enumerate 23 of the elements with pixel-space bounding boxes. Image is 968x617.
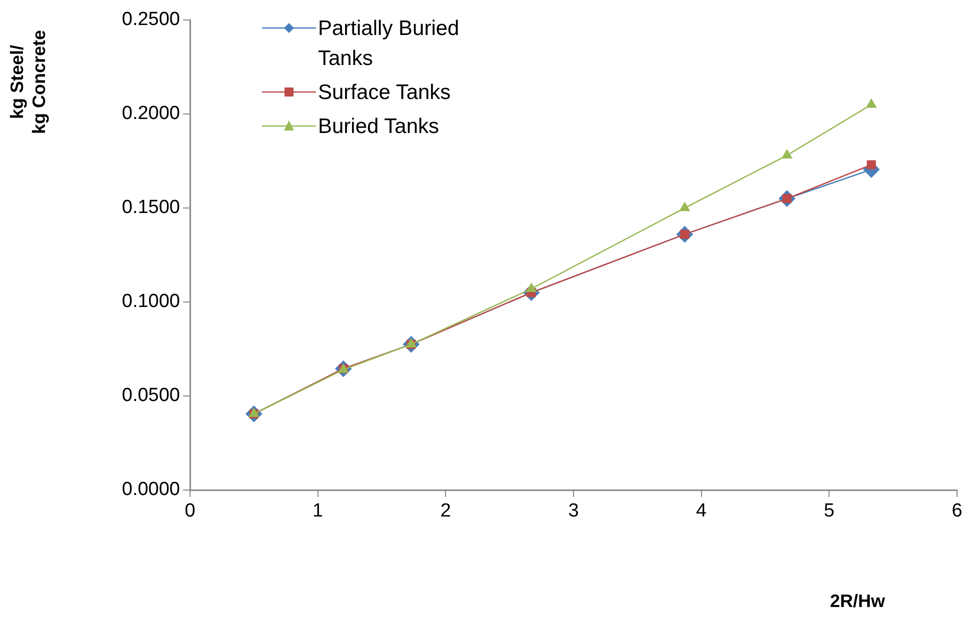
y-tick-label: 0.0500 (122, 385, 180, 406)
x-tick-label: 5 (824, 500, 834, 522)
point (866, 160, 876, 170)
y-tick-label: 0.0000 (122, 479, 180, 500)
y-tick-label: 0.1000 (122, 291, 180, 312)
y-tick-label: 0.1500 (122, 197, 180, 218)
legend-label: Surface Tanks (318, 80, 452, 106)
x-tick-label: 3 (568, 500, 579, 522)
point (866, 98, 876, 108)
x-tick-label: 4 (696, 500, 708, 522)
y-axis-title: kg Steel/ kg Concrete (6, 28, 50, 136)
x-tick-label: 0 (184, 500, 196, 522)
legend-label: Buried Tanks (318, 114, 440, 140)
x-tick-label: 6 (952, 500, 962, 522)
x-axis-title: 2R/Hw (830, 591, 886, 612)
x-tick-label: 1 (312, 500, 324, 522)
y-tick-label: 0.2500 (122, 9, 180, 30)
point (526, 283, 536, 292)
point (782, 150, 792, 159)
point (680, 202, 690, 212)
x-tick-label: 2 (440, 500, 451, 522)
y-tick-label: 0.2000 (122, 103, 180, 124)
legend-label: Partially Buried Tanks (318, 16, 460, 72)
